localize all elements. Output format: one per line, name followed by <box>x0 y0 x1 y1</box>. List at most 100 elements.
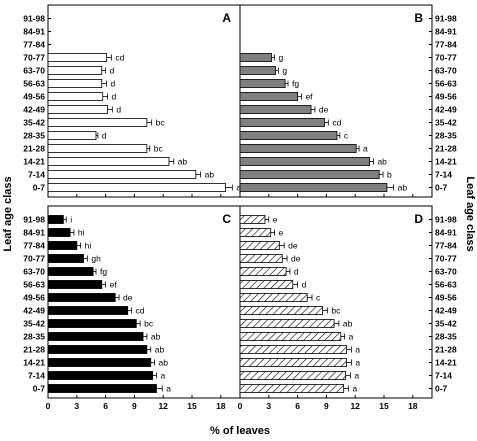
significance-label: ef <box>110 280 118 290</box>
bar <box>47 332 144 341</box>
significance-label: ab <box>151 332 161 342</box>
bar <box>47 215 64 224</box>
y-tick-label: 63-70 <box>23 267 45 277</box>
bar <box>239 371 346 380</box>
significance-label: cd <box>136 306 145 316</box>
panel-frame <box>47 205 241 399</box>
significance-label: d <box>294 267 299 277</box>
panel-a: A 0-7 a 7-14 ab 14-21 ab 21-28 bc 28-35 d 35-42 bc 42… <box>23 4 241 198</box>
x-axis-title: % of leaves <box>210 425 270 437</box>
panel-d: D 0-7 a 7-14 a 14-21 a 21-28 a 28-35 a 35-42 ab 42-49… <box>238 205 457 411</box>
y-tick-label: 7-14 <box>435 170 452 180</box>
significance-label: i <box>70 215 72 225</box>
bar <box>47 319 137 328</box>
y-tick-label: 84-91 <box>23 228 45 238</box>
significance-label: hi <box>85 241 92 251</box>
panel-label: A <box>222 11 231 25</box>
y-tick-label: 84-91 <box>435 228 457 238</box>
panel-frame <box>239 205 433 399</box>
bar <box>239 345 347 354</box>
y-tick-label: 49-56 <box>23 92 45 102</box>
significance-label: d <box>302 280 307 290</box>
bar <box>47 280 103 289</box>
panel-c: C 0-7 a 7-14 a 14-21 ab 21-28 ab 28-35 ab 35-42 bc 42… <box>23 205 241 411</box>
y-tick-label: 0-7 <box>33 384 46 394</box>
y-tick-label: 42-49 <box>435 105 457 115</box>
significance-label: cd <box>332 118 341 128</box>
significance-label: e <box>279 228 284 238</box>
y-tick-label: 70-77 <box>23 254 45 264</box>
y-tick-label: 42-49 <box>435 306 457 316</box>
bar <box>239 105 312 114</box>
y-tick-label: 28-35 <box>23 332 45 342</box>
x-tick-label: 6 <box>295 401 300 411</box>
bar <box>239 332 342 341</box>
y-tick-label: 21-28 <box>23 345 45 355</box>
x-tick-label: 15 <box>379 401 389 411</box>
y-tick-label: 28-35 <box>23 131 45 141</box>
bar <box>47 358 152 367</box>
significance-label: a <box>236 183 241 193</box>
y-tick-label: 7-14 <box>28 170 45 180</box>
bar <box>47 92 104 101</box>
bar <box>47 384 157 393</box>
bar <box>47 53 107 62</box>
y-tick-label: 70-77 <box>435 53 457 63</box>
bar <box>239 267 287 276</box>
bar <box>239 53 273 62</box>
bar <box>239 131 338 140</box>
y-tick-label: 35-42 <box>435 319 457 329</box>
y-tick-label: 63-70 <box>435 66 457 76</box>
bar <box>47 228 71 237</box>
y-tick-label: 21-28 <box>23 144 45 154</box>
y-tick-label: 14-21 <box>435 157 457 167</box>
significance-label: hi <box>78 228 85 238</box>
significance-label: d <box>112 92 117 102</box>
significance-label: a <box>355 358 360 368</box>
significance-label: ab <box>159 358 169 368</box>
panels: A 0-7 a 7-14 ab 14-21 ab 21-28 bc 28-35 d 35-42 bc 42… <box>23 4 457 411</box>
y-tick-label: 91-98 <box>23 215 45 225</box>
x-tick-label: 9 <box>324 401 329 411</box>
y-tick-label: 56-63 <box>435 280 457 290</box>
x-tick-label: 12 <box>350 401 360 411</box>
significance-label: de <box>123 293 133 303</box>
x-tick-label: 15 <box>187 401 197 411</box>
y-tick-label: 70-77 <box>435 254 457 264</box>
significance-label: ef <box>305 92 313 102</box>
y-tick-label: 77-84 <box>23 241 45 251</box>
y-tick-label: 21-28 <box>435 345 457 355</box>
x-tick-label: 3 <box>74 401 79 411</box>
bar <box>239 144 357 153</box>
bar <box>47 79 103 88</box>
y-tick-label: 56-63 <box>23 79 45 89</box>
x-tick-label: 18 <box>216 401 226 411</box>
bar <box>239 358 347 367</box>
significance-label: bc <box>144 319 154 329</box>
bar <box>47 105 108 114</box>
y-tick-label: 77-84 <box>435 40 457 50</box>
bar <box>239 79 286 88</box>
y-tick-label: 84-91 <box>23 27 45 37</box>
significance-label: c <box>344 131 349 141</box>
y-tick-label: 42-49 <box>23 105 45 115</box>
bar <box>239 384 345 393</box>
y-tick-label: 49-56 <box>435 92 457 102</box>
significance-label: fg <box>292 79 299 89</box>
bar <box>47 183 227 192</box>
bar <box>47 131 97 140</box>
significance-label: g <box>279 53 284 63</box>
bar <box>47 241 78 250</box>
y-tick-label: 28-35 <box>435 332 457 342</box>
significance-label: a <box>349 332 354 342</box>
significance-label: g <box>282 66 287 76</box>
significance-label: bc <box>156 118 166 128</box>
bar <box>239 319 335 328</box>
y-tick-label: 84-91 <box>435 27 457 37</box>
y-tick-label: 0-7 <box>33 183 46 193</box>
bar <box>239 170 380 179</box>
bar <box>47 118 148 127</box>
significance-label: a <box>166 384 171 394</box>
bar <box>47 144 148 153</box>
significance-label: ab <box>398 183 408 193</box>
